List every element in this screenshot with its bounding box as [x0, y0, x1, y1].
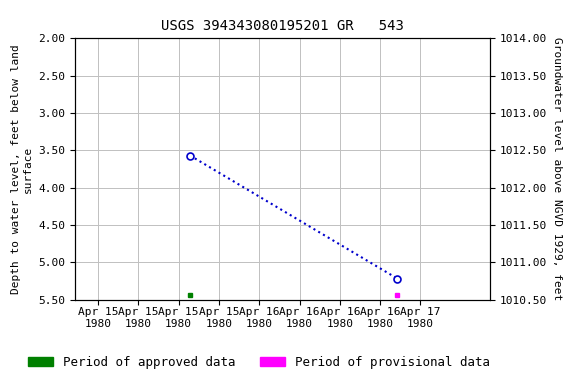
Y-axis label: Depth to water level, feet below land
surface: Depth to water level, feet below land su…: [11, 44, 33, 294]
Y-axis label: Groundwater level above NGVD 1929, feet: Groundwater level above NGVD 1929, feet: [552, 37, 562, 301]
Title: USGS 394343080195201 GR   543: USGS 394343080195201 GR 543: [161, 19, 404, 33]
Legend: Period of approved data, Period of provisional data: Period of approved data, Period of provi…: [23, 351, 495, 374]
